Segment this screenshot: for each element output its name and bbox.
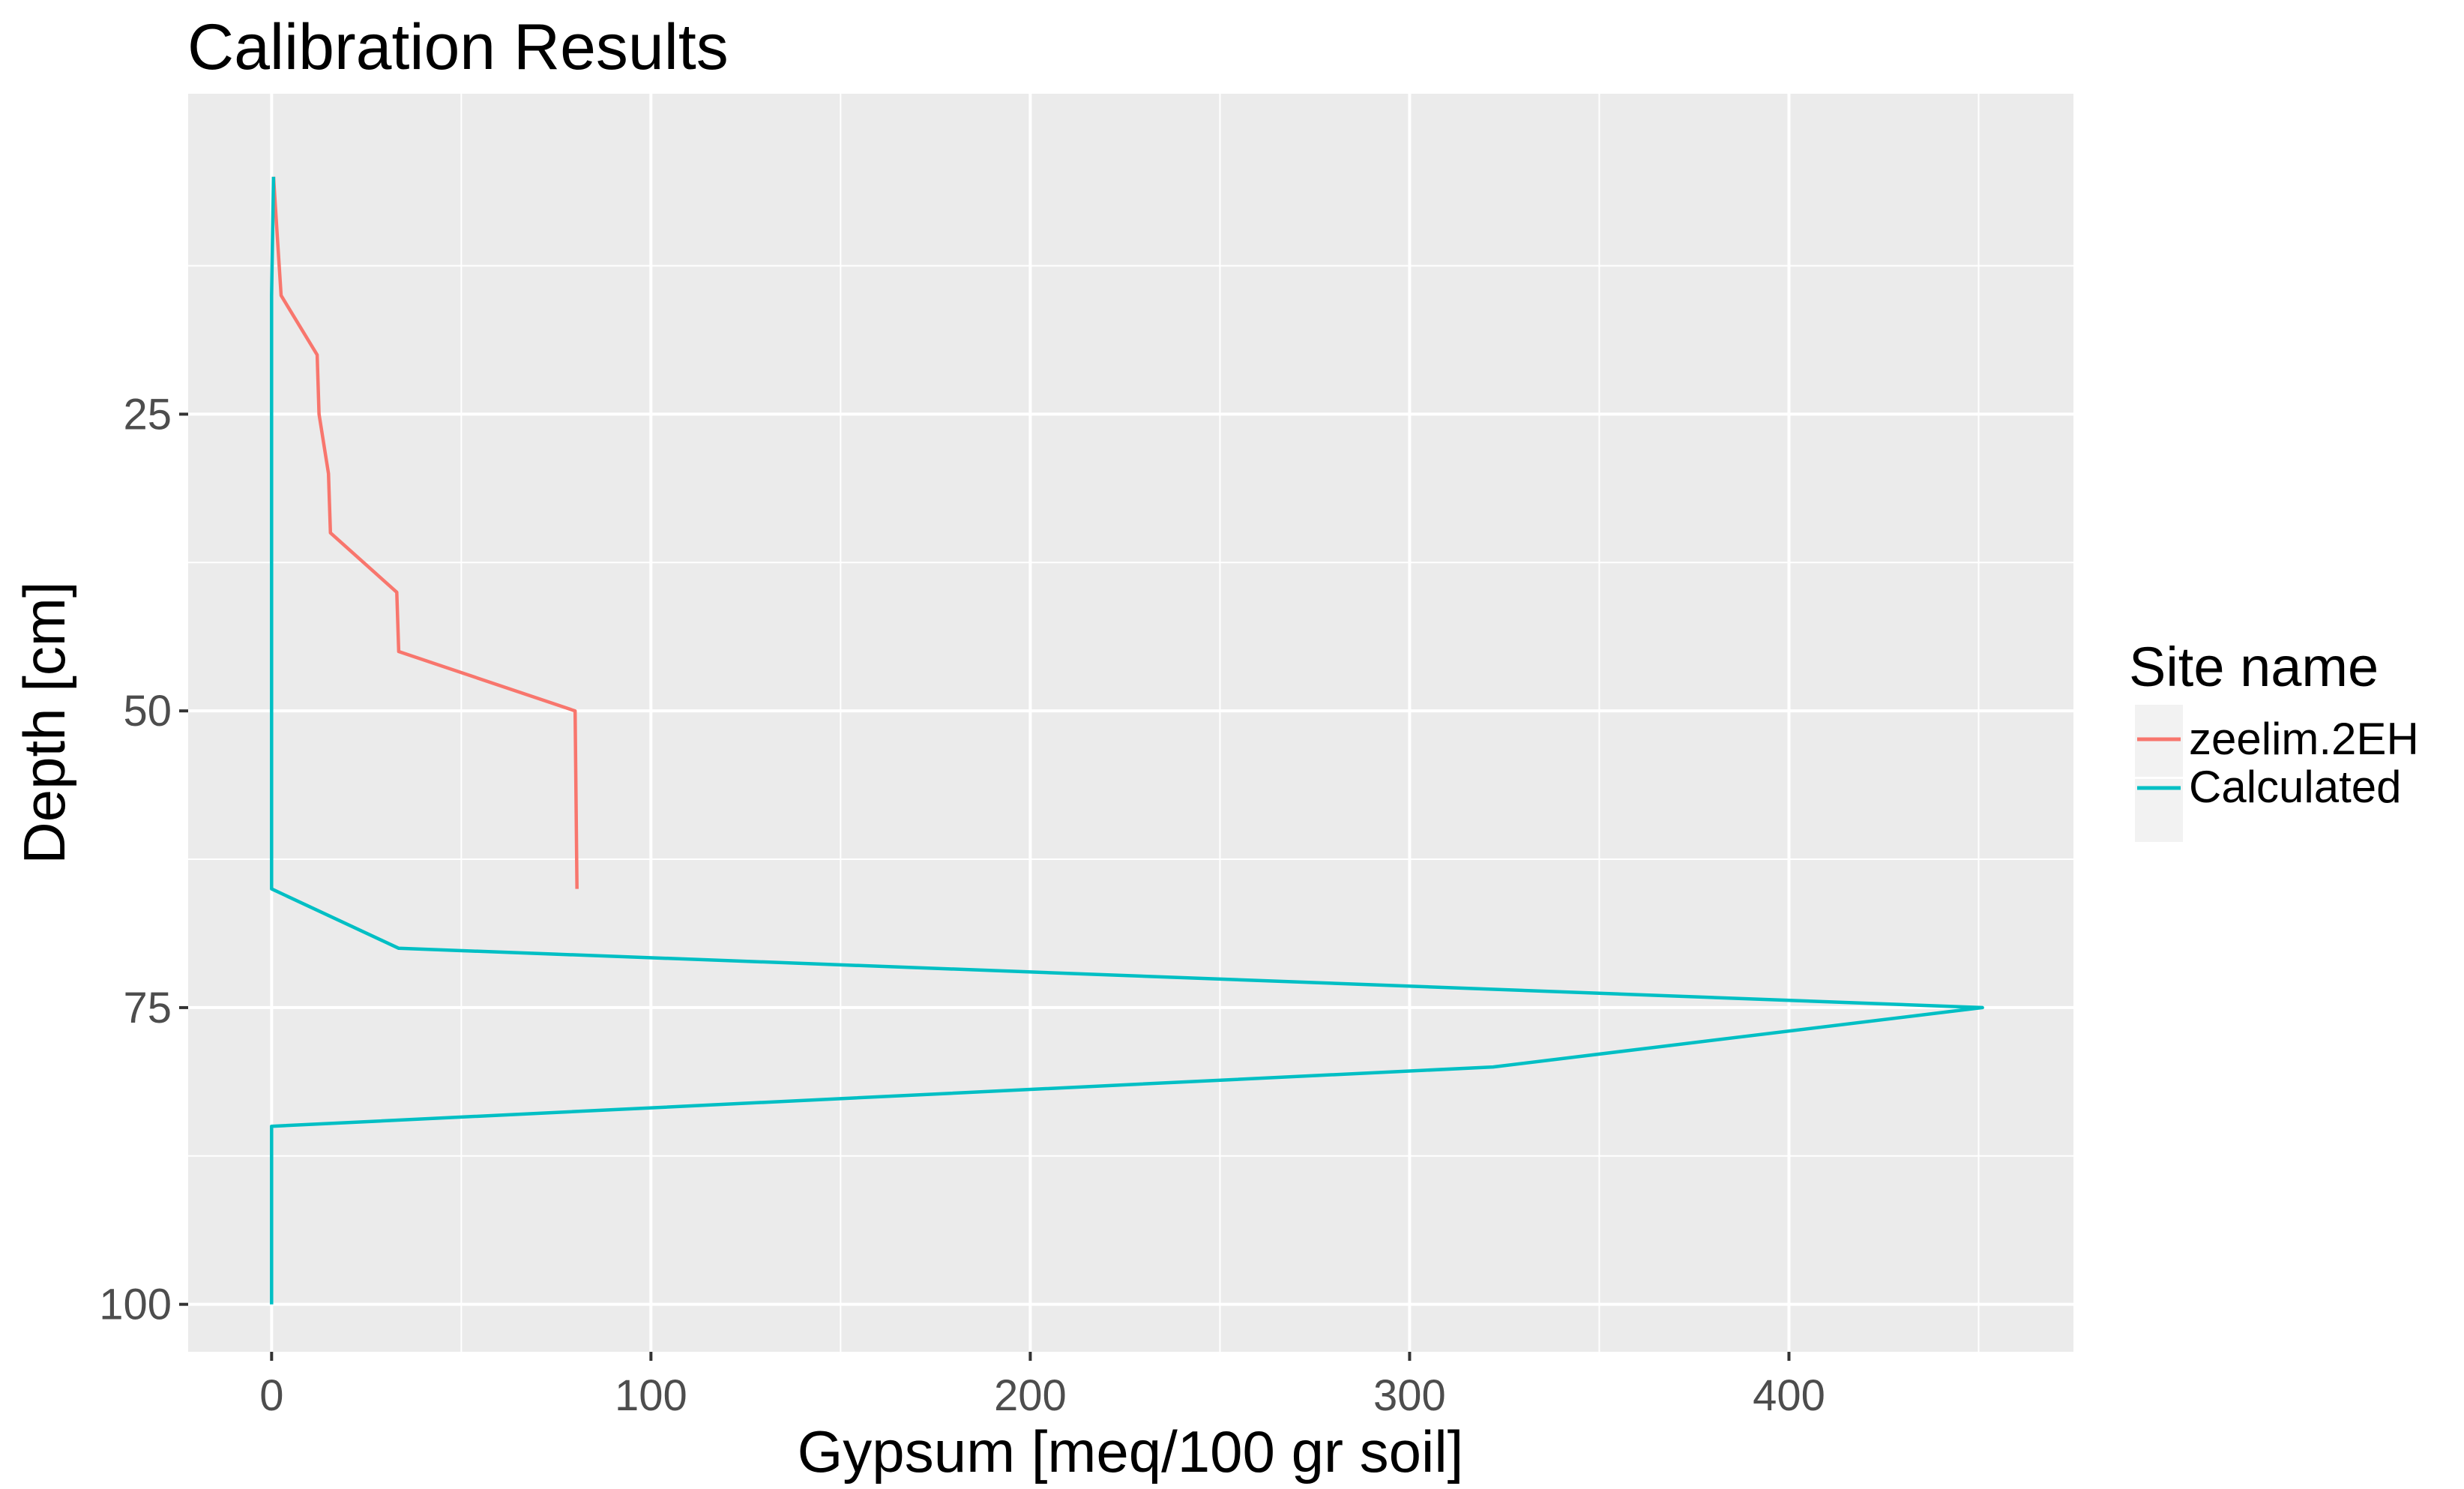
plot-panel bbox=[188, 94, 2073, 1352]
chart-title: Calibration Results bbox=[187, 11, 729, 83]
x-tick-label: 100 bbox=[615, 1371, 687, 1420]
x-tick-label: 0 bbox=[259, 1371, 283, 1420]
legend-title: Site name bbox=[2129, 636, 2379, 698]
x-tick-label: 300 bbox=[1373, 1371, 1446, 1420]
series-line-zeelim-2eh bbox=[271, 176, 579, 889]
grid-layer bbox=[188, 94, 2073, 1352]
x-axis: 0 100 200 300 400 bbox=[259, 1352, 1825, 1420]
y-tick-label: 100 bbox=[99, 1281, 172, 1329]
x-tick-label: 400 bbox=[1753, 1371, 1825, 1420]
x-tick-label: 200 bbox=[994, 1371, 1067, 1420]
legend-label-zeelim: zeelim.2EH bbox=[2189, 714, 2419, 764]
x-axis-title: Gypsum [meq/100 gr soil] bbox=[798, 1419, 1464, 1485]
y-tick-label: 25 bbox=[123, 390, 172, 439]
y-tick-label: 75 bbox=[123, 984, 172, 1032]
series-line-calculated bbox=[270, 176, 1984, 1305]
y-axis: 25 50 75 100 bbox=[99, 390, 188, 1329]
y-axis-title: Depth [cm] bbox=[11, 581, 77, 864]
legend-label-calculated: Calculated bbox=[2189, 762, 2402, 812]
series-layer bbox=[270, 176, 1984, 1305]
y-tick-label: 50 bbox=[123, 687, 172, 736]
legend: Site name zeelim.2EH Calculated bbox=[2129, 636, 2419, 842]
